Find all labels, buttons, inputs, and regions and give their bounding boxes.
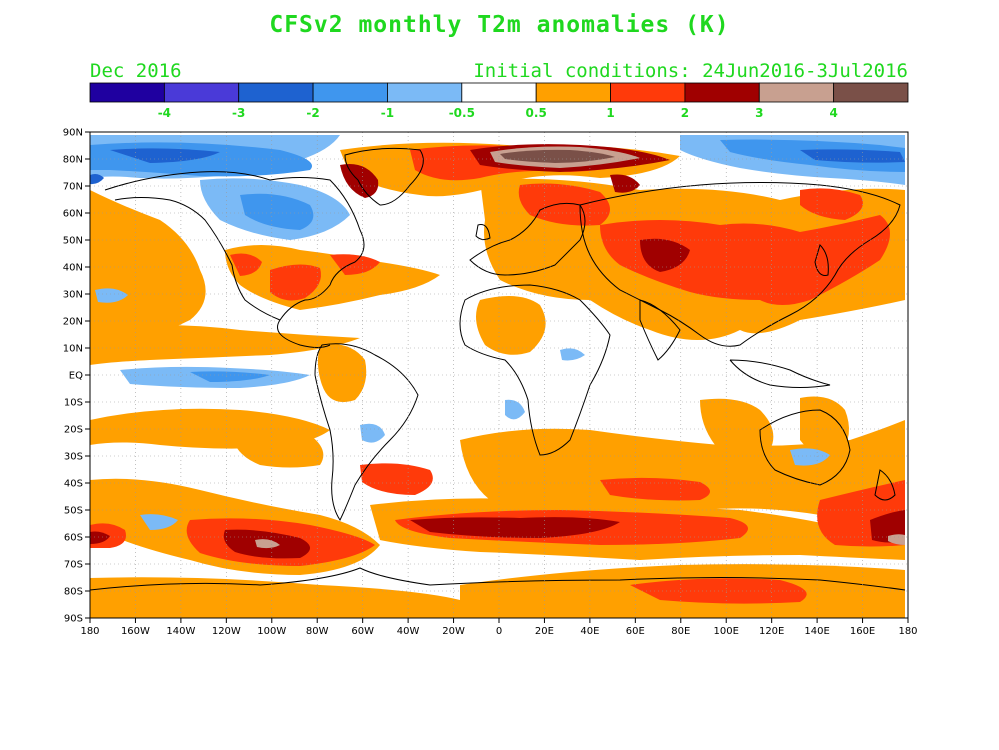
lat-label: 10S <box>64 398 83 409</box>
map-gridlines <box>90 132 908 618</box>
lat-label: 80N <box>63 155 83 166</box>
lon-label: 180 <box>80 626 99 637</box>
lat-label: 20S <box>64 425 83 436</box>
lon-label: 140W <box>166 626 195 637</box>
legend-swatch-10 <box>833 82 909 103</box>
legend-swatch-0 <box>89 82 165 103</box>
lat-label: 50N <box>63 236 83 247</box>
lon-label: 160E <box>850 626 875 637</box>
chart-title: CFSv2 monthly T2m anomalies (K) <box>269 12 730 38</box>
legend-swatch-1 <box>163 82 240 103</box>
lon-label: 160W <box>121 626 150 637</box>
legend-swatch-6 <box>535 82 611 103</box>
lat-label: 70N <box>63 182 83 193</box>
lon-label: 40E <box>580 626 599 637</box>
legend-swatch-7 <box>610 82 686 103</box>
lon-label: 20E <box>535 626 554 637</box>
legend-tick-label: 3 <box>755 106 763 120</box>
lon-label: 100W <box>257 626 286 637</box>
initial-conditions-label: Initial conditions: 24Jun2016-3Jul2016 <box>473 60 908 82</box>
lon-label: 140E <box>804 626 829 637</box>
legend-swatch-5 <box>461 82 537 103</box>
lon-label: 60E <box>626 626 645 637</box>
legend-swatch-8 <box>684 82 760 103</box>
legend-tick-label: -4 <box>158 106 171 120</box>
lat-label: EQ <box>69 371 83 382</box>
lat-label: 90S <box>64 614 83 625</box>
color-legend-ticks: -4 -3 -2 -1 -0.5 0.5 1 2 3 4 <box>158 106 838 120</box>
lon-label: 100E <box>714 626 739 637</box>
lat-label: 80S <box>64 587 83 598</box>
legend-tick-label: -0.5 <box>449 106 475 120</box>
lat-label: 30S <box>64 452 83 463</box>
lat-label: 60S <box>64 533 83 544</box>
legend-swatch-3 <box>312 82 388 103</box>
lat-label: 20N <box>63 317 83 328</box>
legend-tick-label: -2 <box>306 106 319 120</box>
latitude-axis: 90N 80N 70N 60N 50N 40N 30N 20N 10N EQ 10S 20S 30S 40… <box>63 128 90 625</box>
color-legend-bar <box>89 82 909 103</box>
legend-tick-label: 4 <box>829 106 837 120</box>
legend-swatch-4 <box>387 82 463 103</box>
map-area <box>90 132 908 618</box>
coastlines <box>90 147 906 591</box>
legend-swatch-2 <box>238 82 314 103</box>
legend-tick-label: -3 <box>232 106 245 120</box>
legend-swatch-9 <box>758 82 835 103</box>
lon-label: 80W <box>306 626 329 637</box>
lon-label: 0 <box>496 626 502 637</box>
lat-label: 10N <box>63 344 83 355</box>
anomaly-darkblue-regions <box>90 148 905 185</box>
lon-label: 180 <box>898 626 917 637</box>
legend-tick-label: 0.5 <box>526 106 547 120</box>
lat-label: 90N <box>63 128 83 139</box>
lat-label: 50S <box>64 506 83 517</box>
anomaly-brown-regions <box>255 146 905 549</box>
legend-tick-label: 1 <box>606 106 614 120</box>
lat-label: 60N <box>63 209 83 220</box>
lat-label: 30N <box>63 290 83 301</box>
legend-tick-label: 2 <box>681 106 689 120</box>
lon-label: 80E <box>671 626 690 637</box>
legend-tick-label: -1 <box>381 106 394 120</box>
longitude-axis: 180 160W 140W 120W 100W 80W 60W 40W 20W 0 20E 40E 60… <box>80 618 918 637</box>
lon-label: 40W <box>397 626 420 637</box>
lat-label: 40S <box>64 479 83 490</box>
lon-label: 120E <box>759 626 784 637</box>
lon-label: 20W <box>442 626 465 637</box>
lat-label: 70S <box>64 560 83 571</box>
lat-label: 40N <box>63 263 83 274</box>
valid-month-label: Dec 2016 <box>90 60 182 82</box>
lon-label: 60W <box>351 626 374 637</box>
lon-label: 120W <box>212 626 241 637</box>
